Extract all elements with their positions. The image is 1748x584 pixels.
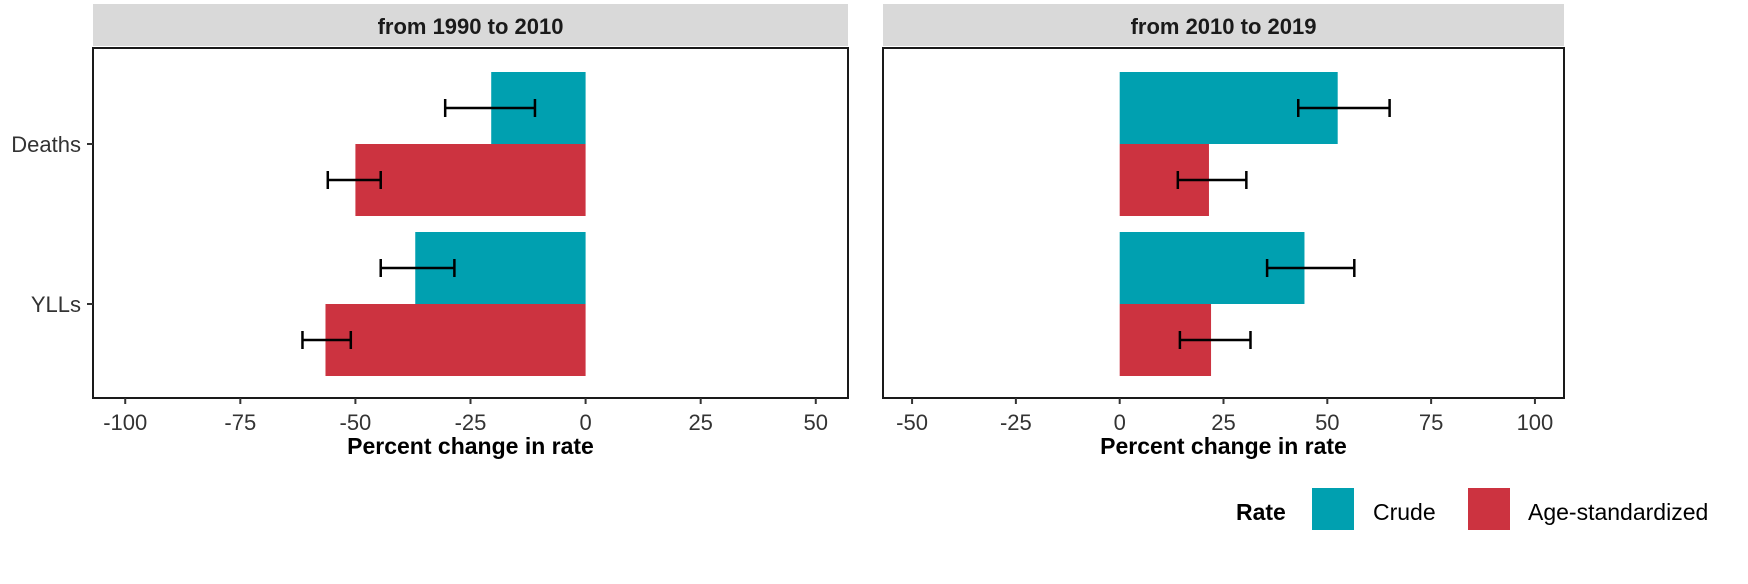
panel-from-1990-to-2010: from 1990 to 2010 -100 -75 -50 -25 0 25 50 Death…	[11, 4, 849, 459]
x-tick-label: 25	[688, 410, 712, 435]
y-tick-label-deaths: Deaths	[11, 132, 81, 157]
panel-from-2010-to-2019: from 2010 to 2019 -50 -25 0 25 50 75 100 Percent…	[882, 4, 1565, 459]
error-bar-age-standardized-ylls	[301, 331, 353, 349]
legend-label-crude: Crude	[1373, 499, 1436, 525]
facet-title: from 1990 to 2010	[378, 14, 564, 39]
y-tick-label-ylls: YLLs	[31, 292, 81, 317]
legend-key-crude	[1312, 488, 1354, 530]
legend-key-age-standardized	[1468, 488, 1510, 530]
legend: Rate Crude Age-standardized	[1236, 488, 1708, 530]
x-axis-title: Percent change in rate	[347, 433, 594, 459]
error-bar-crude-ylls	[379, 259, 456, 277]
x-tick-label: 50	[804, 410, 828, 435]
error-bar-crude-deaths	[1296, 99, 1391, 117]
error-bar-crude-ylls	[1265, 259, 1356, 277]
error-bar-age-standardized-ylls	[1178, 331, 1252, 349]
facet-strip	[883, 4, 1564, 46]
error-bar-age-standardized-deaths	[1176, 171, 1248, 189]
x-tick-label: 100	[1517, 410, 1554, 435]
x-tick-label: 50	[1315, 410, 1339, 435]
legend-label-age-standardized: Age-standardized	[1528, 499, 1708, 525]
error-bar-crude-deaths	[443, 99, 537, 117]
x-axis-title: Percent change in rate	[1100, 433, 1347, 459]
bar-age-standardized-ylls	[325, 304, 586, 376]
x-tick-label: 75	[1419, 410, 1443, 435]
x-tick-label: -25	[455, 410, 487, 435]
bar-age-standardized-deaths	[355, 144, 586, 216]
error-bar-age-standardized-deaths	[326, 171, 382, 189]
x-tick-label: 0	[1114, 410, 1126, 435]
facet-title: from 2010 to 2019	[1131, 14, 1317, 39]
x-tick-label: -75	[224, 410, 256, 435]
x-tick-label: 0	[579, 410, 591, 435]
x-tick-label: -50	[896, 410, 928, 435]
x-tick-label: -25	[1000, 410, 1032, 435]
x-tick-label: 25	[1211, 410, 1235, 435]
x-tick-label: -100	[103, 410, 147, 435]
facet-strip	[93, 4, 848, 46]
x-tick-label: -50	[340, 410, 372, 435]
legend-title: Rate	[1236, 499, 1286, 525]
